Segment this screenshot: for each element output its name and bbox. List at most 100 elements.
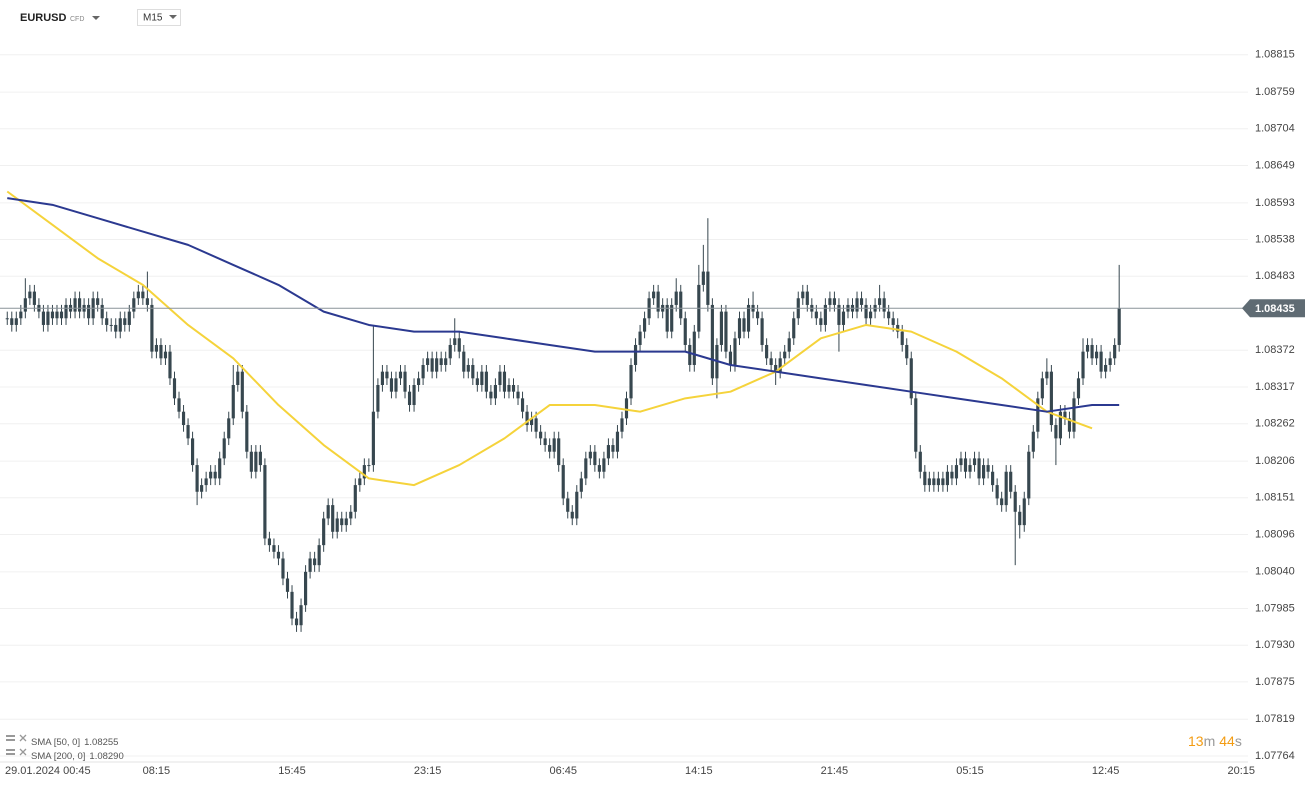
y-tick-label: 1.08372 [1255,344,1295,356]
candle-body [1081,351,1085,379]
candle-body [466,364,470,372]
marks [5,218,1121,632]
x-tick-label: 21:45 [821,765,849,777]
candle-body [954,465,959,479]
candle-body [349,511,353,519]
candle-body [629,364,633,399]
candle-body [710,304,714,379]
candle-body [502,371,507,392]
candle-body [787,338,791,352]
y-tick-label: 1.07985 [1255,602,1295,614]
candle-body [172,378,177,399]
candle-body [96,298,100,305]
candle-body [114,324,118,332]
x-tick-label: 06:45 [549,765,577,777]
candle-body [303,571,308,606]
candle-body [823,304,827,325]
candle-body [584,458,588,479]
symbol[interactable]: EURUSD [20,12,67,24]
x-tick-label: 23:15 [414,765,442,777]
candle-body [945,471,950,486]
candle-body [837,304,841,325]
candle-body [186,425,190,439]
candle-body [918,451,922,472]
candle-body [566,498,570,512]
candle-body [326,505,330,519]
candle-body [539,431,543,439]
candle-body [28,291,32,299]
sma-line [7,197,1120,413]
candle-body [281,558,285,579]
candle-body [552,438,556,452]
candle-body [679,291,683,319]
countdown: 13m 44s [1188,733,1242,749]
candle-body [471,364,475,379]
candle-body [1099,351,1103,372]
candle-body [213,471,217,479]
candle-body [285,578,290,592]
candle-body [656,291,660,312]
candle-body [245,411,249,452]
candle-body [32,291,36,305]
candle-body [936,478,940,486]
candle-body [543,438,547,446]
candle-body [371,411,375,466]
candle-body [222,438,226,459]
candle-body [991,471,995,486]
candle-body [308,558,312,572]
candle-body [742,318,746,332]
candle-body [159,344,163,359]
interval-dropdown[interactable] [169,15,177,19]
candle-body [859,298,864,305]
candle-body [905,344,909,359]
candle-body [520,398,525,412]
interval[interactable]: M15 [143,13,163,24]
candle-body [1117,308,1121,345]
candle-body [733,338,737,365]
y-tick-label: 1.08649 [1255,159,1295,171]
y-tick-label: 1.08815 [1255,49,1295,61]
candle-body [489,391,493,399]
sma-line [6,190,1093,487]
candle-body [154,344,159,352]
candle-body [73,298,77,312]
candle-body [633,344,638,365]
candle-body [864,304,868,319]
candle-body [204,478,208,486]
candle-body [1063,411,1067,419]
candle-body [118,318,122,332]
candle-body [638,331,642,345]
symbol-dropdown[interactable] [92,16,100,20]
candle-body [50,311,55,319]
candle-body [218,458,222,479]
y-tick-label: 1.08317 [1255,381,1295,393]
candle-body [1094,351,1099,359]
candle-body [914,398,918,452]
candle-body [64,304,68,319]
countdown-minutes-unit: m [1204,733,1216,749]
candle-body [972,458,977,466]
candle-body [123,318,127,325]
interval-box[interactable] [137,9,181,26]
candle-body [462,351,466,372]
x-tick-label: 05:15 [956,765,984,777]
legend-name: SMA [200, 0] [31,751,85,762]
y-tick-label: 1.08206 [1255,455,1295,467]
y-tick-label: 1.08593 [1255,197,1295,209]
candle-body [177,398,181,412]
candle-body [272,545,276,552]
candle-body [231,385,235,419]
candle-body [493,385,498,399]
candle-body [548,445,552,452]
candle-body [403,371,407,392]
candle-body [380,371,385,386]
candle-body [23,298,27,312]
candle-body [480,371,484,386]
candle-body [977,458,981,479]
candle-body [448,344,452,359]
countdown-minutes: 13 [1188,733,1204,749]
x-tick-label: 14:15 [685,765,713,777]
candle-body [412,385,416,406]
y-tick-label: 1.08759 [1255,86,1295,98]
